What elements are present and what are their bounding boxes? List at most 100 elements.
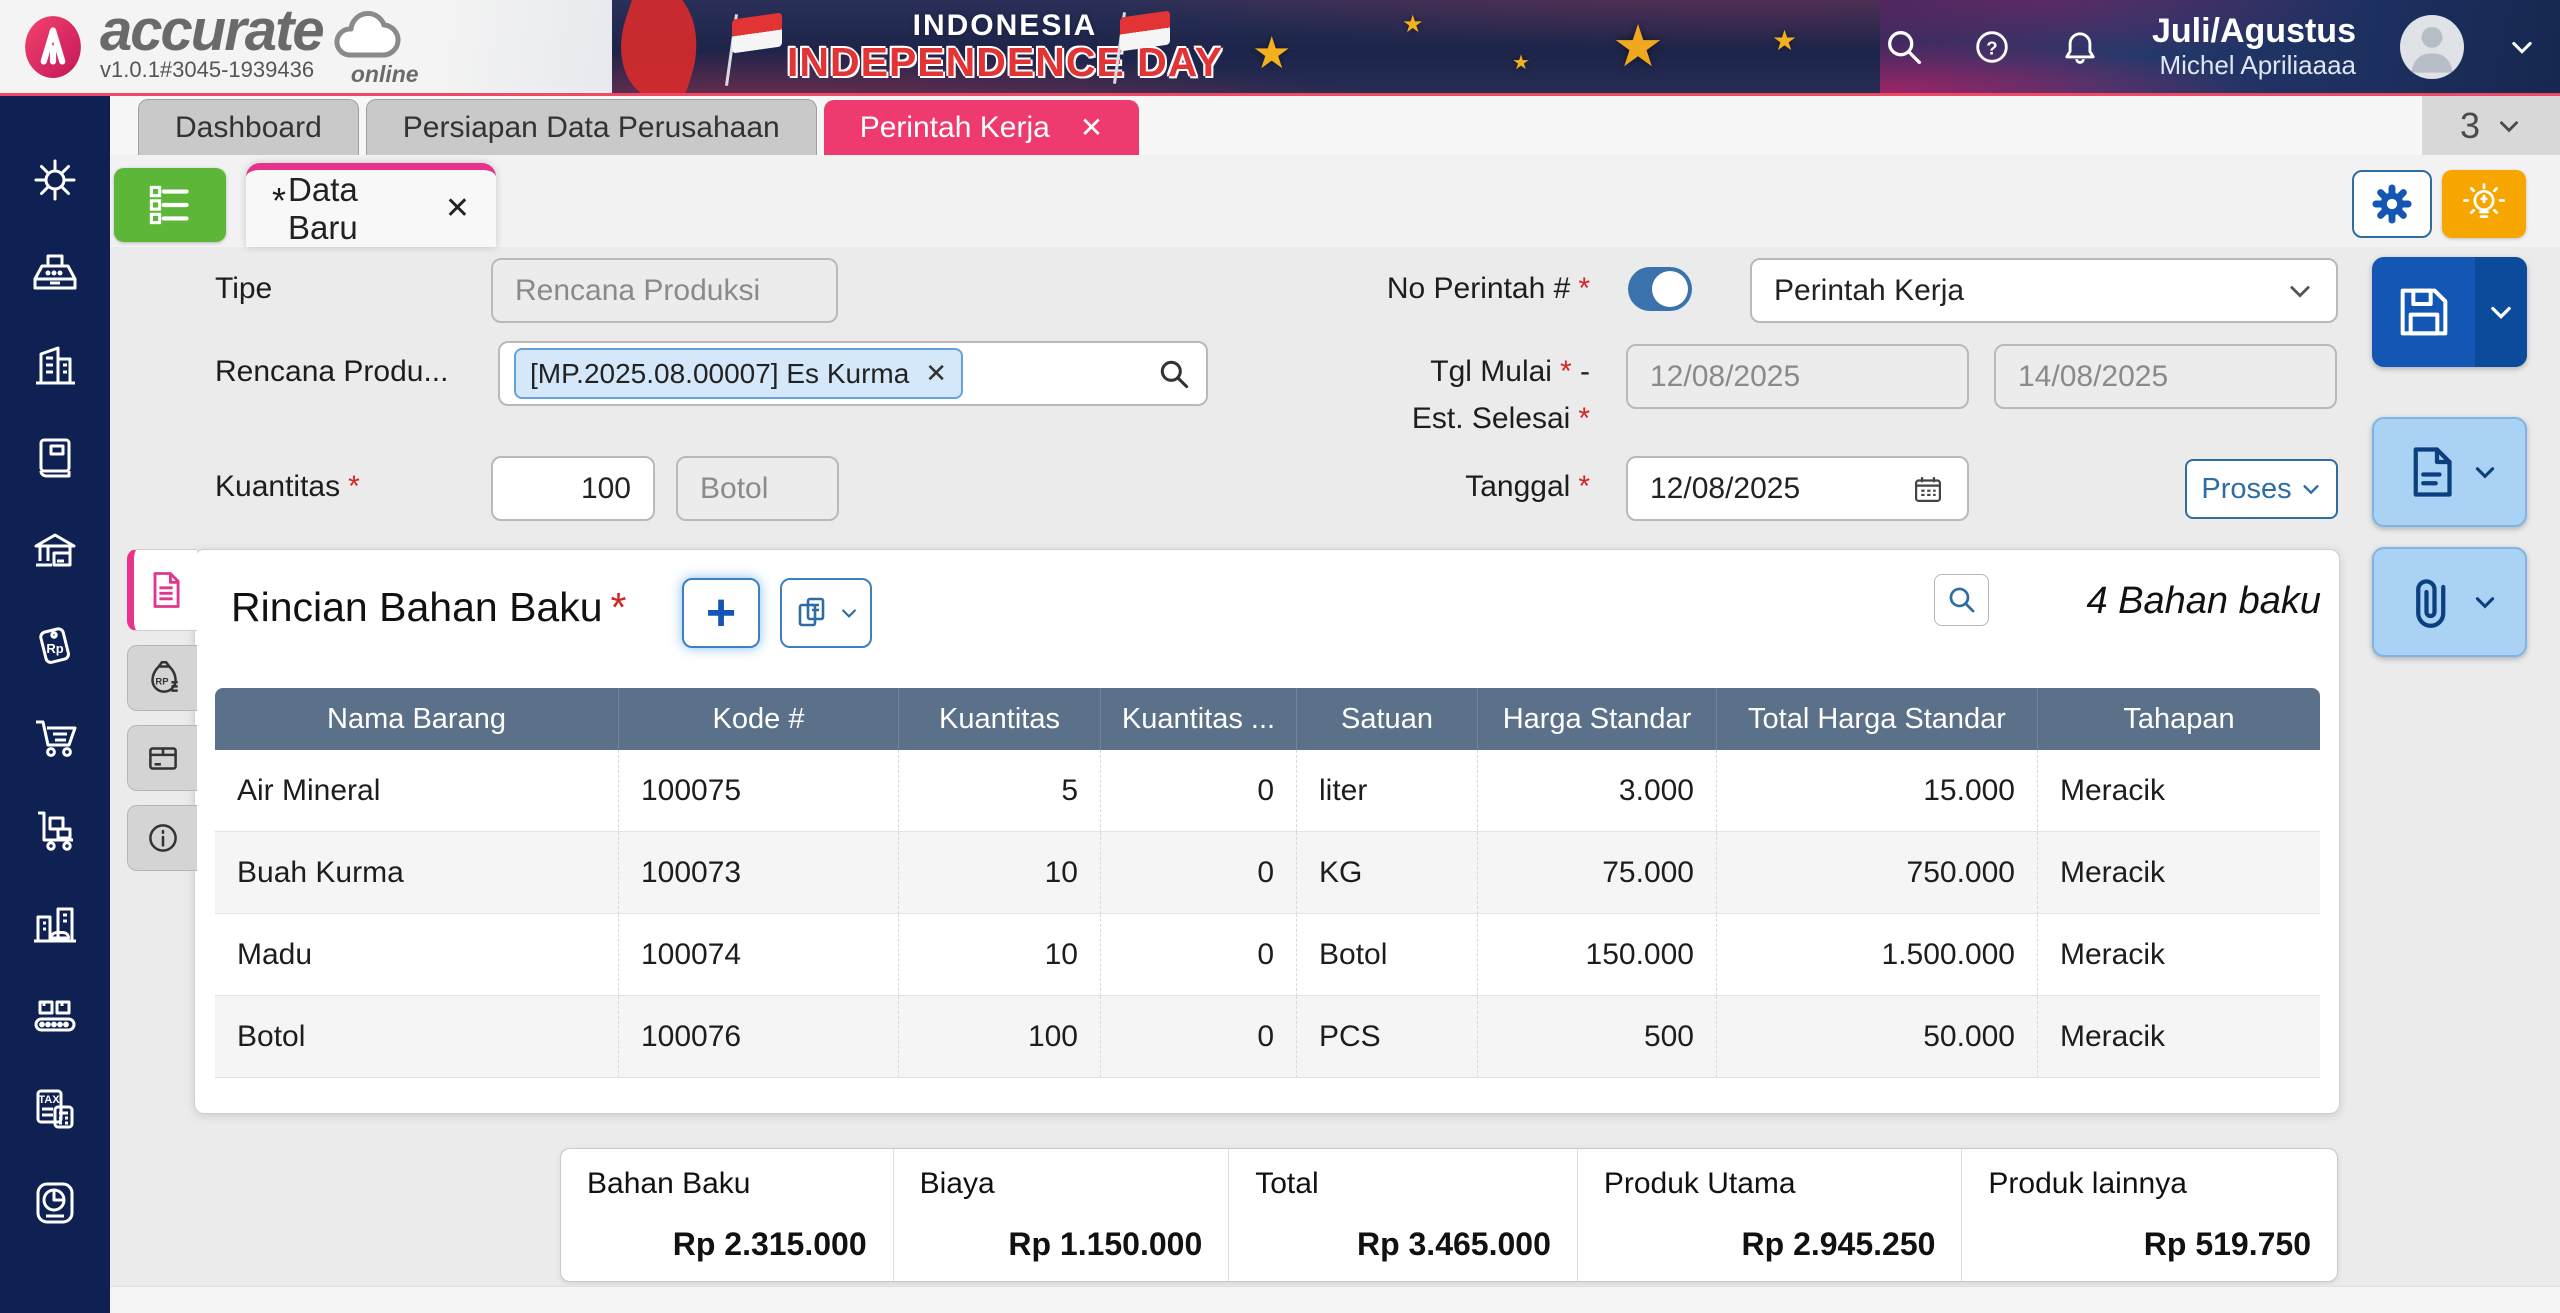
- cell-kuantitas[interactable]: 10: [898, 914, 1100, 996]
- user-menu-chevron-icon[interactable]: [2508, 33, 2536, 61]
- side-tab-info[interactable]: [127, 805, 197, 871]
- rencana-produksi-chip[interactable]: [MP.2025.08.00007] Es Kurma ✕: [514, 348, 964, 399]
- no-perintah-select[interactable]: Perintah Kerja: [1750, 258, 2338, 323]
- cell-nama[interactable]: Madu: [215, 914, 618, 996]
- cell-kode[interactable]: 100074: [618, 914, 898, 996]
- cell-total[interactable]: 1.500.000: [1716, 914, 2037, 996]
- sidebar-item-report-pie-icon[interactable]: [27, 1175, 83, 1231]
- side-tab-costs[interactable]: RP: [127, 645, 197, 711]
- sidebar-item-sales-cart-icon[interactable]: [27, 710, 83, 766]
- cell-satuan[interactable]: liter: [1296, 750, 1477, 832]
- sidebar-item-settings-gear-icon[interactable]: [27, 152, 83, 208]
- copy-icon: [798, 597, 825, 627]
- sidebar-item-journal-book-icon[interactable]: [27, 431, 83, 487]
- tab-perintah-kerja[interactable]: Perintah Kerja ✕: [823, 100, 1140, 155]
- table-search-button[interactable]: [1934, 574, 1989, 626]
- cell-harga[interactable]: 150.000: [1477, 914, 1716, 996]
- table-row[interactable]: Madu 100074 10 0 Botol 150.000 1.500.000…: [215, 914, 2320, 996]
- search-icon[interactable]: [1882, 25, 1926, 69]
- cell-kuantitas[interactable]: 10: [898, 832, 1100, 914]
- cell-kuantitas2[interactable]: 0: [1100, 914, 1296, 996]
- tgl-mulai-field: 12/08/2025: [1626, 344, 1969, 409]
- open-list-button[interactable]: [114, 168, 226, 242]
- cell-kode[interactable]: 100073: [618, 832, 898, 914]
- cell-satuan[interactable]: KG: [1296, 832, 1477, 914]
- accurate-logo-icon: [25, 15, 81, 78]
- cell-kode[interactable]: 100075: [618, 750, 898, 832]
- copy-rows-button[interactable]: [780, 578, 872, 648]
- user-info[interactable]: Juli/Agustus Michel Apriliaaaa: [2152, 12, 2356, 81]
- cell-nama[interactable]: Buah Kurma: [215, 832, 618, 914]
- lookup-search-icon[interactable]: [1156, 356, 1192, 392]
- cell-harga[interactable]: 75.000: [1477, 832, 1716, 914]
- sidebar-item-purchase-trolley-icon[interactable]: [27, 803, 83, 859]
- cell-kuantitas2[interactable]: 0: [1100, 832, 1296, 914]
- banner-line1: INDONESIA: [912, 8, 1098, 42]
- table-row[interactable]: Botol 100076 100 0 PCS 500 50.000 Meraci…: [215, 996, 2320, 1078]
- tab-persiapan-data-perusahaan[interactable]: Persiapan Data Perusahaan: [365, 99, 817, 155]
- sidebar-item-company-building-icon[interactable]: [27, 338, 83, 394]
- sidebar-item-price-tag-rp-icon[interactable]: Rp: [27, 617, 83, 673]
- table-row[interactable]: Air Mineral 100075 5 0 liter 3.000 15.00…: [215, 750, 2320, 832]
- save-options-chevron[interactable]: [2475, 257, 2527, 367]
- cell-kuantitas2[interactable]: 0: [1100, 996, 1296, 1078]
- cell-kode[interactable]: 100076: [618, 996, 898, 1078]
- chip-remove-icon[interactable]: ✕: [925, 358, 948, 388]
- col-kode: Kode #: [618, 688, 898, 750]
- cell-total[interactable]: 15.000: [1716, 750, 2037, 832]
- cell-satuan[interactable]: Botol: [1296, 914, 1477, 996]
- cell-kuantitas[interactable]: 100: [898, 996, 1100, 1078]
- cell-tahapan[interactable]: Meracik: [2037, 914, 2320, 996]
- garuda-decoration: ★: [1612, 14, 1664, 79]
- tanggal-field[interactable]: 12/08/2025: [1626, 456, 1969, 521]
- cell-satuan[interactable]: PCS: [1296, 996, 1477, 1078]
- cell-tahapan[interactable]: Meracik: [2037, 996, 2320, 1078]
- chevron-down-icon: [2475, 597, 2494, 609]
- content-area: * Data Baru ✕: [110, 155, 2560, 1313]
- cell-total[interactable]: 50.000: [1716, 996, 2037, 1078]
- proses-button[interactable]: Proses: [2185, 459, 2338, 519]
- side-tab-detail-items[interactable]: [127, 549, 197, 631]
- avatar[interactable]: [2400, 14, 2464, 79]
- notifications-bell-icon[interactable]: [2058, 25, 2102, 69]
- no-perintah-auto-toggle[interactable]: [1628, 267, 1692, 311]
- kuantitas-field[interactable]: 100: [491, 456, 655, 521]
- gear-icon: [2372, 184, 2412, 224]
- side-tab-products[interactable]: [127, 725, 197, 791]
- svg-text:?: ?: [1986, 37, 1997, 58]
- star-decoration: ★: [1402, 11, 1424, 38]
- document-tab-close-icon[interactable]: ✕: [444, 192, 470, 225]
- cell-tahapan[interactable]: Meracik: [2037, 750, 2320, 832]
- sidebar-item-bank-icon[interactable]: [27, 524, 83, 580]
- cell-tahapan[interactable]: Meracik: [2037, 832, 2320, 914]
- attachment-button[interactable]: [2372, 547, 2527, 657]
- cell-kuantitas2[interactable]: 0: [1100, 750, 1296, 832]
- tab-count-dropdown[interactable]: 3: [2422, 96, 2560, 155]
- cell-kuantitas[interactable]: 5: [898, 750, 1100, 832]
- sidebar-item-cash-register-icon[interactable]: [27, 245, 83, 301]
- save-split-button[interactable]: [2372, 257, 2527, 367]
- table-row[interactable]: Buah Kurma 100073 10 0 KG 75.000 750.000…: [215, 832, 2320, 914]
- tab-dashboard[interactable]: Dashboard: [138, 99, 359, 155]
- save-button[interactable]: [2372, 257, 2475, 367]
- form-settings-button[interactable]: [2352, 170, 2432, 238]
- calendar-icon[interactable]: [1911, 472, 1945, 506]
- document-tab-data-baru[interactable]: * Data Baru ✕: [246, 163, 496, 247]
- sidebar-item-tax-icon[interactable]: TAX: [27, 1082, 83, 1138]
- cell-harga[interactable]: 3.000: [1477, 750, 1716, 832]
- cell-nama[interactable]: Air Mineral: [215, 750, 618, 832]
- rencana-produksi-field[interactable]: [MP.2025.08.00007] Es Kurma ✕: [498, 341, 1208, 406]
- cell-nama[interactable]: Botol: [215, 996, 618, 1078]
- tips-button[interactable]: [2442, 170, 2526, 238]
- sidebar-item-asset-building-car-icon[interactable]: [27, 896, 83, 952]
- cell-total[interactable]: 750.000: [1716, 832, 2037, 914]
- no-perintah-label: No Perintah # *: [1386, 272, 1590, 305]
- panel-side-tabs: RP: [127, 549, 197, 871]
- preview-document-button[interactable]: [2372, 417, 2527, 527]
- add-row-button[interactable]: +: [682, 578, 760, 648]
- tab-close-icon[interactable]: ✕: [1079, 112, 1104, 143]
- sidebar-item-manufacture-conveyor-icon[interactable]: [27, 989, 83, 1045]
- cell-harga[interactable]: 500: [1477, 996, 1716, 1078]
- help-icon[interactable]: ?: [1970, 25, 2014, 69]
